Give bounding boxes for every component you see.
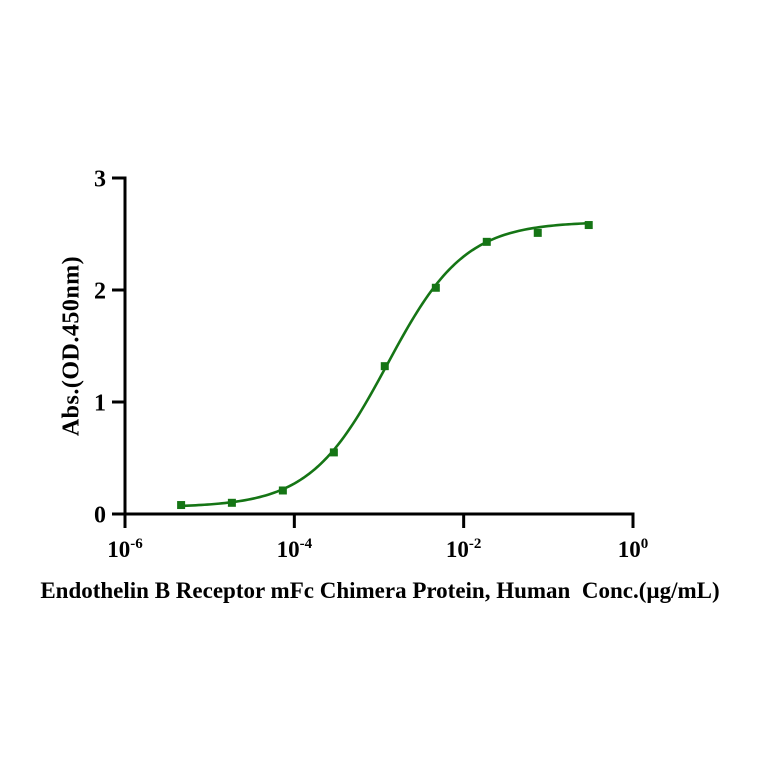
data-point-marker: [227, 498, 236, 507]
x-tick-label: 10-4: [277, 536, 313, 562]
data-point-marker: [482, 237, 491, 246]
data-point-marker: [177, 501, 186, 510]
chart-title: Endothelin B Receptor mFc Chimera Protei…: [40, 578, 720, 603]
y-tick-label: 2: [94, 278, 106, 304]
y-axis-label: Abs.(OD.450nm): [58, 255, 85, 437]
x-tick-label: 100: [618, 536, 649, 562]
data-point-marker: [278, 486, 287, 495]
data-point-marker: [329, 448, 338, 457]
data-point-marker: [533, 228, 542, 237]
y-tick-label: 0: [94, 502, 106, 528]
data-point-marker: [380, 362, 389, 371]
data-point-marker: [431, 283, 440, 292]
y-tick-label: 3: [94, 166, 106, 192]
x-tick-label: 10-2: [446, 536, 482, 562]
y-tick-label: 1: [94, 390, 106, 416]
x-tick-label: 10-6: [107, 536, 143, 562]
data-point-marker: [584, 221, 593, 230]
